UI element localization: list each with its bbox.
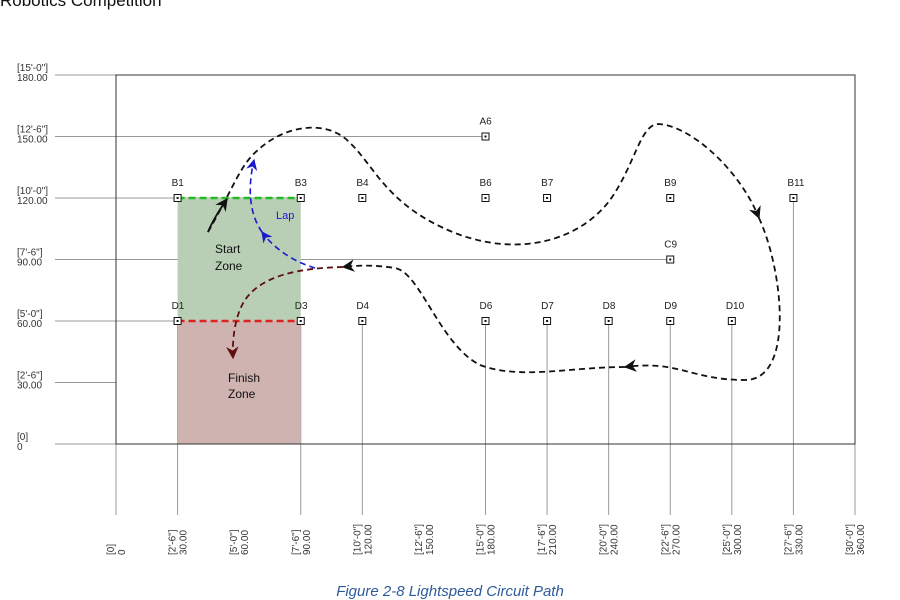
marker-dot-B7: [546, 197, 549, 199]
x-tick-value: 330.00: [794, 524, 805, 555]
marker-label-D8: D8: [603, 301, 616, 312]
y-tick-value: 120.00: [17, 196, 48, 207]
x-tick-label: [30'-0"]: [845, 524, 856, 555]
marker-label-D3: D3: [295, 301, 308, 312]
marker-label-C9: C9: [664, 240, 677, 251]
figure-caption: Figure 2-8 Lightspeed Circuit Path: [336, 583, 564, 600]
y-axis: [0]0 [2'-6"]30.00 [5'-0"]60.00 [7'-6"]90.00…: [17, 63, 48, 453]
marker-dot-B4: [361, 197, 364, 199]
x-tick-value: 360.00: [856, 524, 867, 555]
marker-dot-A6: [484, 135, 487, 138]
start-zone-label-2: Zone: [215, 259, 243, 273]
zone-lines: [177, 196, 301, 323]
y-tick-value: 60.00: [17, 319, 42, 330]
marker-dot-D6: [484, 320, 487, 322]
y-tick-value: 30.00: [17, 381, 42, 392]
marker-label-D10: D10: [726, 301, 745, 312]
marker-dot-B3: [299, 197, 302, 199]
finish-zone-label: Finish: [228, 371, 260, 385]
y-tick-value: 0: [17, 442, 23, 453]
x-tick-value: 180.00: [487, 524, 498, 555]
x-tick-value: 0: [117, 549, 128, 555]
x-tick-value: 30.00: [179, 530, 190, 555]
x-tick-label: [10'-0"]: [352, 524, 363, 555]
marker-dot-B6: [484, 197, 487, 199]
marker-dot-B9: [669, 197, 672, 199]
x-tick-label: [5'-0"]: [229, 529, 240, 555]
marker-label-D9: D9: [664, 301, 677, 312]
lap-label: Lap: [276, 210, 294, 222]
main-circuit-path-right: [623, 217, 781, 381]
x-tick-label: [0]: [106, 544, 117, 555]
marker-dot-D3: [299, 320, 302, 322]
x-tick-label: [15'-0"]: [476, 524, 487, 555]
marker-dot-B11: [792, 197, 795, 199]
x-tick-value: 90.00: [302, 530, 313, 555]
x-tick-label: [20'-0"]: [599, 524, 610, 555]
marker-dot-D7: [546, 320, 549, 322]
marker-label-B9: B9: [664, 178, 677, 189]
marker-label-B1: B1: [172, 178, 185, 189]
y-tick-value: 180.00: [17, 73, 48, 84]
finish-zone-label-2: Zone: [228, 387, 256, 401]
marker-dot-D10: [730, 320, 733, 322]
x-tick-label: [17'-6"]: [537, 524, 548, 555]
x-tick-label: [2'-6"]: [168, 529, 179, 555]
x-tick-label: [25'-0"]: [722, 524, 733, 555]
y-tick-label: [2'-6"]: [17, 371, 43, 382]
y-tick-value: 150.00: [17, 135, 48, 146]
x-tick-value: 210.00: [548, 524, 559, 555]
marker-label-D1: D1: [172, 301, 185, 312]
y-tick-label: [10'-0"]: [17, 186, 48, 197]
marker-label-B7: B7: [541, 178, 554, 189]
marker-dot-C9: [669, 258, 672, 261]
marker-dot-D4: [361, 320, 364, 322]
marker-dot-B1: [176, 197, 179, 199]
marker-label-B3: B3: [295, 178, 308, 189]
x-axis: [0] 0 [2'-6"] 30.00 [5'-0"] 60.00 [7'-6"] 90.00…: [106, 524, 867, 555]
main-circuit-path-bottom: [341, 259, 626, 374]
x-tick-value: 120.00: [363, 524, 374, 555]
y-tick-value: 90.00: [17, 258, 42, 269]
lap-path-upper: [246, 158, 263, 233]
x-tick-label: [27'-6"]: [783, 524, 794, 555]
finish-zone: [177, 321, 301, 444]
marker-dot-D8: [607, 320, 610, 322]
x-tick-value: 270.00: [671, 524, 682, 555]
x-tick-value: 60.00: [240, 530, 251, 555]
y-tick-label: [7'-6"]: [17, 248, 43, 259]
field-border: [115, 74, 856, 445]
x-tick-value: 300.00: [733, 524, 744, 555]
marker-label-A6: A6: [480, 117, 493, 128]
y-tick-label: [15'-0"]: [17, 63, 48, 74]
zones: Start Zone Finish Zone: [177, 198, 301, 444]
marker-label-B11: B11: [787, 178, 804, 189]
path-start-arrow-segment: [207, 197, 228, 233]
main-circuit-path: [207, 123, 761, 246]
document-header: Robotics Competition: [0, 0, 162, 10]
x-tick-label: [12'-6"]: [414, 524, 425, 555]
grid-lines: [55, 74, 856, 515]
marker-label-D4: D4: [356, 301, 369, 312]
x-tick-label: [7'-6"]: [291, 529, 302, 555]
marker-label-D6: D6: [480, 301, 493, 312]
start-zone-label: Start: [215, 242, 241, 256]
y-tick-label: [12'-6"]: [17, 125, 48, 136]
x-tick-value: 240.00: [610, 524, 621, 555]
x-tick-value: 150.00: [425, 524, 436, 555]
y-tick-label: [0]: [17, 432, 28, 443]
x-tick-label: [22'-6"]: [660, 524, 671, 555]
lap-path: [261, 231, 316, 269]
marker-dot-D9: [669, 320, 672, 322]
marker-label-B6: B6: [480, 178, 493, 189]
y-tick-label: [5'-0"]: [17, 309, 43, 320]
marker-dot-D1: [176, 320, 179, 322]
path-to-finish: [226, 266, 344, 360]
markers: A6 B1 B3 B4 B6 B7 B9 B11 C9 D1 D3 D4 D6 D7 D8 D9 D10: [172, 117, 805, 325]
start-zone: [177, 198, 301, 321]
marker-label-B4: B4: [356, 178, 369, 189]
marker-label-D7: D7: [541, 301, 554, 312]
